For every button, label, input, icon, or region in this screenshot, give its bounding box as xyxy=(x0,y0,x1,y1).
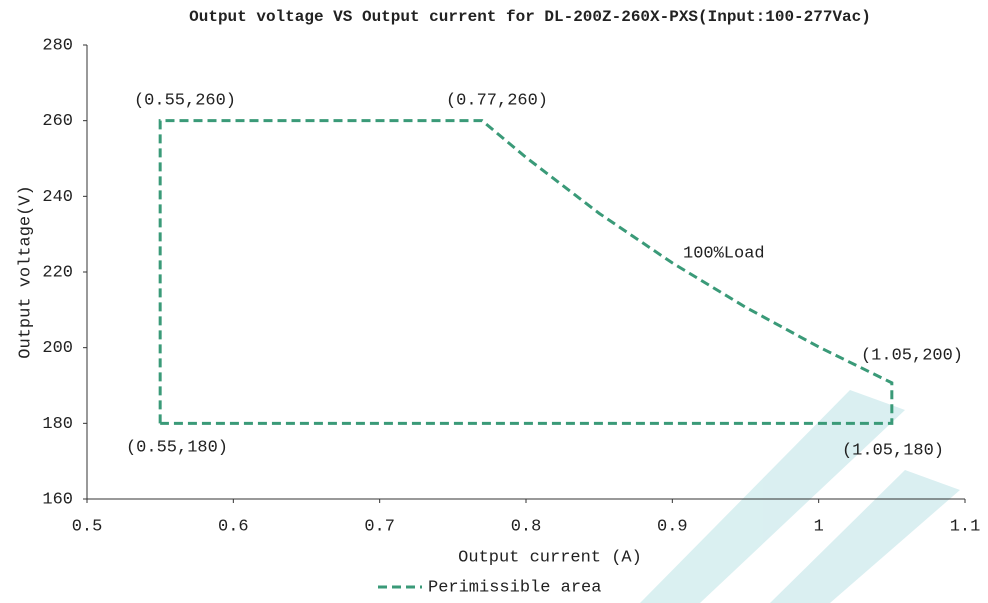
legend-label: Perimissible area xyxy=(428,578,601,597)
annotation: 100%Load xyxy=(683,244,765,263)
annotation: (1.05,180) xyxy=(842,441,944,460)
y-tick-label: 200 xyxy=(42,339,73,358)
y-tick-label: 240 xyxy=(42,188,73,207)
annotation: (1.05,200) xyxy=(861,346,963,365)
y-tick-label: 180 xyxy=(42,415,73,434)
x-tick-label: 0.7 xyxy=(364,517,395,536)
x-axis-label: Output current (A) xyxy=(458,548,642,567)
x-tick-label: 0.5 xyxy=(72,517,103,536)
x-tick-label: 0.9 xyxy=(657,517,688,536)
y-tick-label: 280 xyxy=(42,36,73,55)
y-tick-label: 220 xyxy=(42,263,73,282)
x-tick-label: 0.8 xyxy=(511,517,542,536)
series-line xyxy=(158,119,894,425)
watermark xyxy=(640,390,960,603)
annotation: (0.55,260) xyxy=(134,91,236,110)
y-tick-label: 160 xyxy=(42,490,73,509)
x-tick-label: 1.1 xyxy=(950,517,981,536)
x-tick-label: 0.6 xyxy=(218,517,249,536)
x-tick-label: 1 xyxy=(814,517,824,536)
annotation: (0.77,260) xyxy=(446,91,548,110)
chart-title: Output voltage VS Output current for DL-… xyxy=(189,8,871,26)
y-axis-label: Output voltage(V) xyxy=(16,185,35,358)
annotation: (0.55,180) xyxy=(126,438,228,457)
y-tick-label: 260 xyxy=(42,112,73,131)
